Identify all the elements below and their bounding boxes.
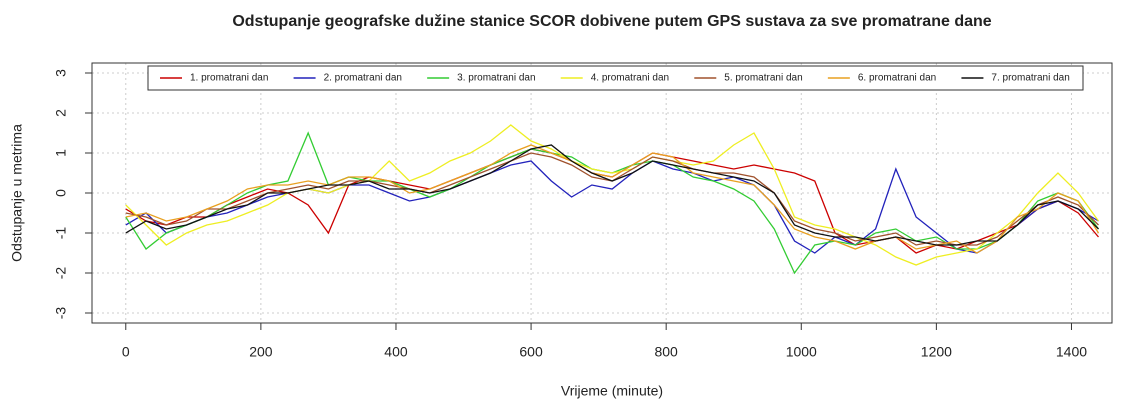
series-line bbox=[125, 152, 1099, 246]
x-tick-label: 1000 bbox=[786, 344, 817, 360]
x-tick-label: 600 bbox=[519, 344, 543, 360]
y-tick-label: -3 bbox=[53, 307, 69, 320]
series-line bbox=[125, 160, 1099, 254]
legend-label: 6. promatrani dan bbox=[858, 73, 936, 84]
legend-label: 1. promatrani dan bbox=[190, 73, 268, 84]
y-tick-label: 3 bbox=[53, 69, 69, 77]
x-axis-label: Vrijeme (minute) bbox=[561, 383, 663, 399]
legend-label: 2. promatrani dan bbox=[324, 73, 402, 84]
x-tick-label: 0 bbox=[122, 344, 130, 360]
series-line bbox=[125, 148, 1099, 254]
plot-frame bbox=[91, 62, 1113, 324]
legend-label: 4. promatrani dan bbox=[591, 73, 669, 84]
y-tick-label: 2 bbox=[53, 109, 69, 117]
chart-title: Odstupanje geografske dužine stanice SCO… bbox=[232, 13, 991, 30]
legend-label: 7. promatrani dan bbox=[991, 73, 1069, 84]
series-line bbox=[125, 144, 1099, 246]
x-tick-label: 400 bbox=[384, 344, 408, 360]
series-line bbox=[125, 144, 1100, 254]
x-tick-label: 1400 bbox=[1056, 344, 1087, 360]
y-tick-label: 1 bbox=[53, 149, 69, 157]
x-tick-label: 800 bbox=[654, 344, 678, 360]
x-tick-label: 1200 bbox=[921, 344, 952, 360]
y-tick-label: -1 bbox=[53, 227, 69, 240]
x-tick-label: 200 bbox=[249, 344, 273, 360]
y-tick-label: 0 bbox=[53, 189, 69, 197]
y-axis-label: Odstupanje u metrima bbox=[9, 124, 25, 262]
y-tick-label: -2 bbox=[53, 267, 69, 280]
legend-label: 3. promatrani dan bbox=[457, 73, 535, 84]
legend-label: 5. promatrani dan bbox=[724, 73, 802, 84]
